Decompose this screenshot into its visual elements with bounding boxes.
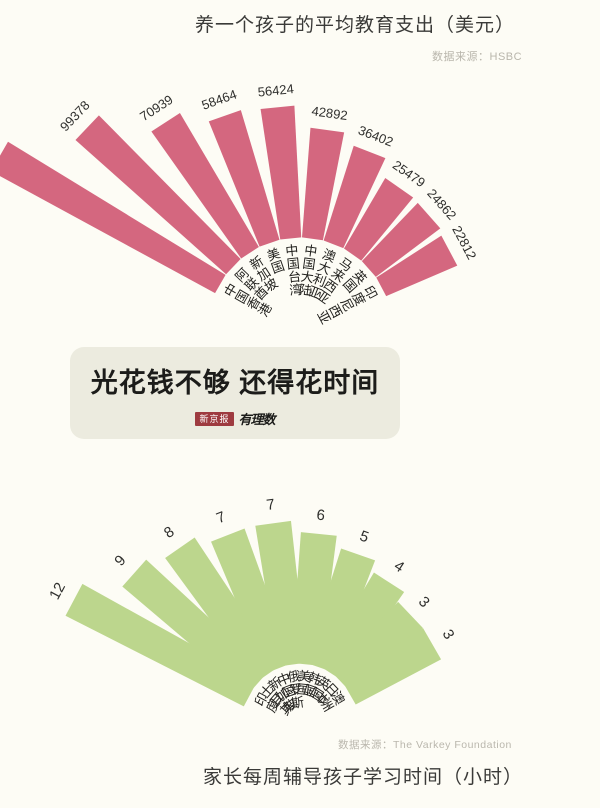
category-label-美国: 美国: [265, 245, 287, 276]
svg-text:斯: 斯: [290, 694, 305, 711]
svg-text:湾: 湾: [289, 282, 303, 298]
svg-text:香: 香: [244, 294, 263, 313]
svg-text:亚: 亚: [314, 308, 333, 327]
svg-text:印: 印: [252, 690, 271, 709]
value-label-中国: 7: [214, 508, 228, 527]
svg-text:国: 国: [269, 258, 286, 276]
category-label-俄罗斯: 俄罗斯: [287, 668, 305, 711]
bar-马来西亚: [343, 178, 414, 261]
banner-headline: 光花钱不够 还得花时间: [90, 368, 380, 398]
category-label-美国: 美国: [296, 668, 312, 697]
bar-韩国: [304, 548, 376, 672]
svg-text:西: 西: [326, 302, 345, 321]
svg-text:美: 美: [297, 668, 311, 684]
svg-text:美: 美: [265, 245, 282, 263]
svg-text:俄: 俄: [287, 668, 302, 685]
bar-印度: [65, 583, 258, 707]
svg-text:度: 度: [263, 696, 282, 715]
svg-text:利: 利: [311, 271, 329, 290]
value-label-印度: 12: [46, 580, 69, 603]
tutoring-hours-chart: 12 印度 9 土耳其 8 新加坡 7 中国 7 俄罗斯 6 美国 5 韩国 4 英国 3 日本 3 澳洲: [0, 470, 600, 730]
bar-英国: [361, 202, 441, 277]
svg-text:中: 中: [303, 243, 318, 260]
bar-印度尼西亚: [376, 235, 458, 297]
top-chart-title: 养一个孩子的平均教育支出（美元）: [195, 15, 516, 36]
svg-text:中: 中: [275, 670, 293, 689]
category-label-澳洲: 澳洲: [317, 689, 348, 714]
headline-banner: 光花钱不够 还得花时间 新京报 有理数: [70, 347, 400, 439]
svg-text:罗: 罗: [288, 681, 303, 698]
svg-text:国: 国: [302, 682, 319, 700]
svg-text:尼: 尼: [338, 296, 357, 315]
svg-text:国: 国: [302, 256, 317, 273]
svg-text:印: 印: [361, 283, 380, 302]
svg-text:国: 国: [233, 287, 252, 306]
education-spending-fan-svg: 132161中国香港99378阿联酋70939新加坡58464美国56424中国…: [0, 81, 479, 327]
svg-text:澳: 澳: [328, 689, 347, 708]
value-label-俄罗斯: 7: [265, 496, 276, 514]
bar-中国大陆: [302, 127, 345, 241]
value-label-新加坡: 8: [161, 523, 178, 542]
value-label-澳洲: 3: [439, 627, 458, 643]
svg-text:陆: 陆: [298, 282, 313, 299]
bar-土耳其: [122, 559, 268, 694]
bar-阿联酋: [75, 115, 241, 275]
category-label-中国: 中国: [275, 670, 297, 701]
value-label-美国: 6: [316, 507, 326, 525]
value-label-中国台湾: 56424: [257, 81, 294, 100]
bottom-chart-title: 家长每周辅导孩子学习时间（小时）: [203, 767, 524, 788]
publisher-badge: 新京报: [195, 411, 234, 426]
bar-新加坡: [151, 113, 259, 259]
publisher-subbrand: 有理数: [238, 412, 276, 427]
svg-text:国: 国: [296, 681, 310, 697]
top-chart-source: 数据来源：HSBC: [432, 51, 523, 63]
bar-中国: [211, 528, 294, 674]
value-label-澳大利亚: 36402: [356, 122, 395, 149]
bar-日本: [330, 601, 423, 692]
education-spending-chart: 132161 中国香港 99378 阿联酋 70939 新加坡 58464 美国 56424 中国…: [0, 0, 600, 330]
value-label-日本: 3: [415, 593, 433, 611]
svg-text:亚: 亚: [306, 283, 324, 302]
svg-text:中: 中: [221, 281, 240, 300]
svg-text:中: 中: [285, 242, 299, 258]
bar-澳洲: [341, 628, 442, 705]
bar-英国: [318, 572, 405, 681]
value-label-韩国: 5: [357, 528, 371, 547]
bar-中国台湾: [260, 105, 302, 240]
value-label-印度尼西亚: 22812: [449, 223, 479, 262]
bar-澳大利亚: [323, 145, 386, 249]
value-label-新加坡: 70939: [137, 92, 176, 124]
svg-text:度: 度: [349, 289, 368, 308]
svg-text:国: 国: [286, 256, 300, 272]
svg-text:大: 大: [300, 269, 315, 286]
bar-中国香港: [0, 141, 226, 294]
value-label-土耳其: 9: [111, 552, 129, 570]
svg-text:港: 港: [255, 300, 274, 319]
publisher-logo: 新京报 有理数: [70, 409, 400, 428]
category-label-印度: 印度: [252, 690, 283, 715]
svg-text:国: 国: [280, 682, 298, 701]
svg-text:洲: 洲: [317, 695, 336, 714]
category-label-韩国: 韩国: [302, 669, 324, 700]
bar-美国: [208, 110, 280, 247]
svg-text:韩: 韩: [306, 669, 323, 687]
category-label-新加坡: 新加坡: [247, 253, 280, 295]
value-label-英国: 4: [391, 557, 407, 576]
bar-美国: [291, 532, 337, 666]
value-label-美国: 58464: [200, 87, 239, 113]
svg-text:澳: 澳: [320, 246, 338, 265]
svg-text:大: 大: [315, 259, 333, 278]
value-label-中国大陆: 42892: [311, 103, 349, 123]
bottom-chart-source: 数据来源：The Varkey Foundation: [338, 739, 512, 751]
svg-text:台: 台: [287, 269, 301, 285]
bar-新加坡: [165, 537, 280, 683]
